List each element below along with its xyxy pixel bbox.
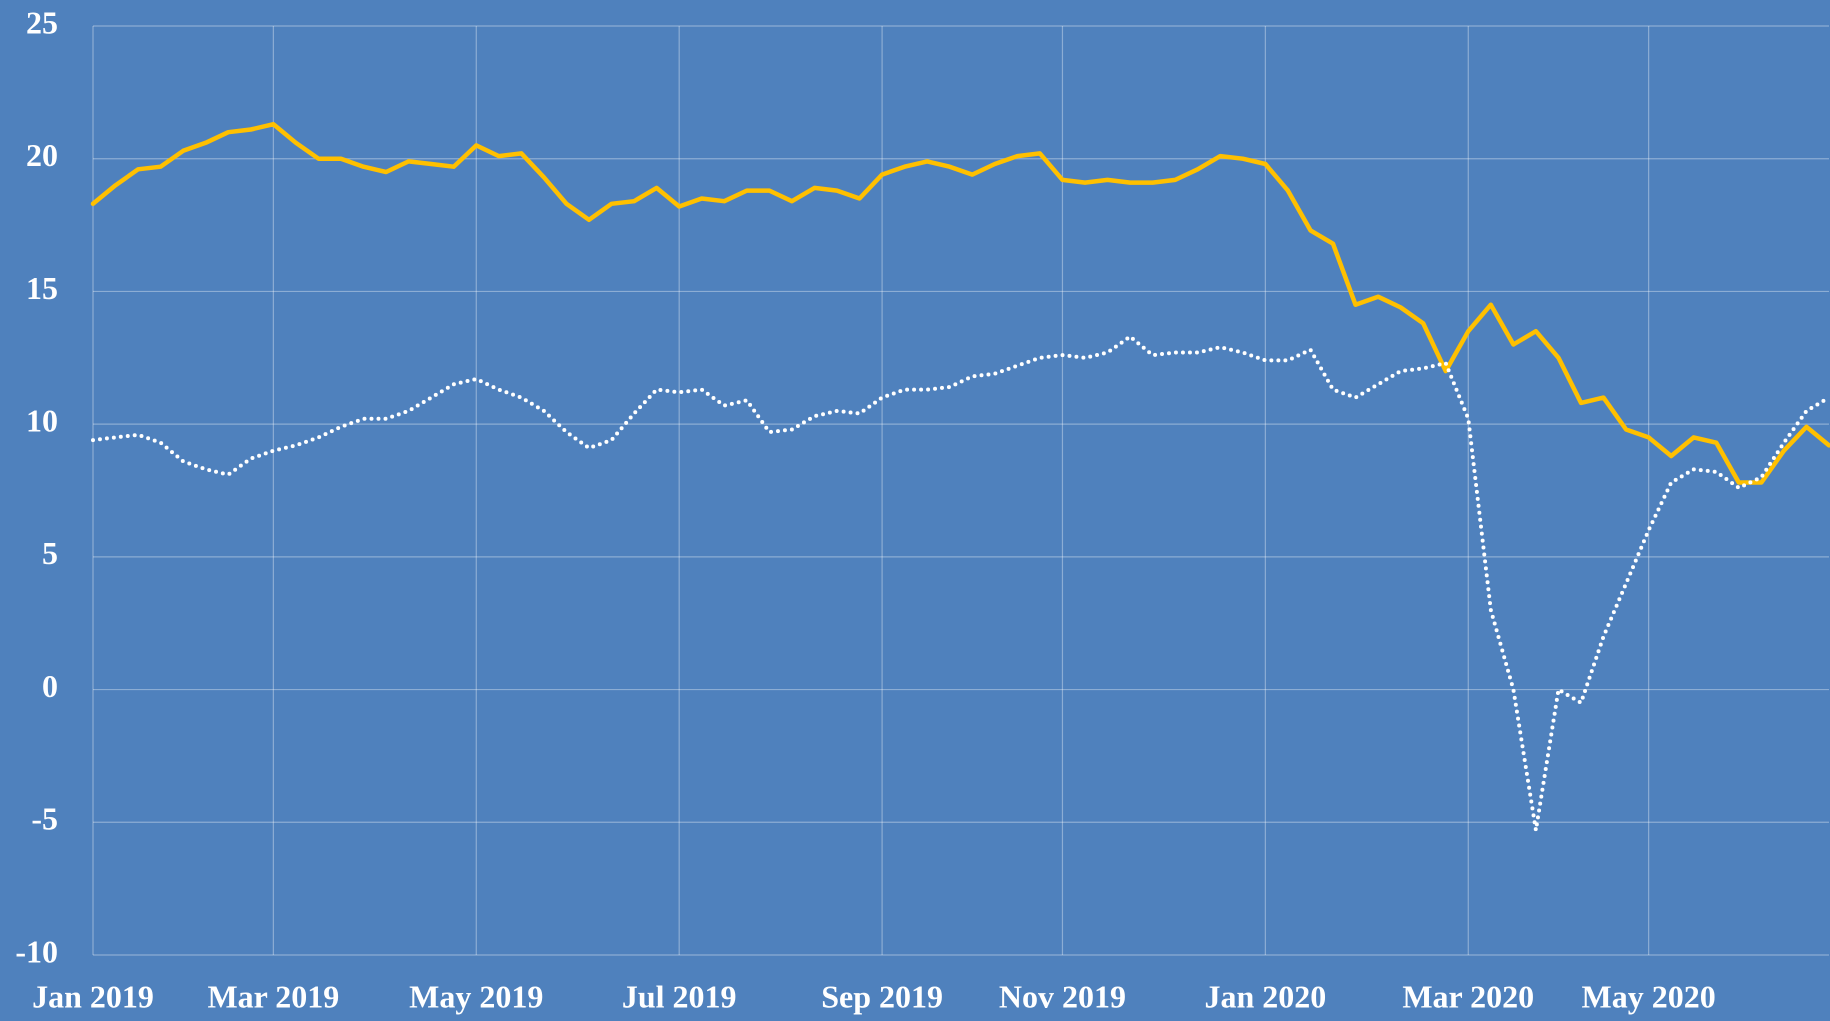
x-tick-label: Jan 2020 (1204, 978, 1326, 1014)
x-tick-label: May 2020 (1582, 978, 1716, 1014)
y-tick-label: 0 (42, 668, 58, 704)
x-tick-label: Mar 2020 (1402, 978, 1534, 1014)
y-tick-label: 10 (26, 402, 58, 438)
y-tick-label: 25 (26, 4, 58, 40)
y-tick-label: 5 (42, 535, 58, 571)
x-tick-label: Sep 2019 (821, 978, 943, 1014)
series-line (91, 334, 1830, 833)
y-tick-label: -10 (15, 933, 58, 969)
y-tick-label: 20 (26, 137, 58, 173)
x-tick-label: Jan 2019 (32, 978, 154, 1014)
x-tick-label: May 2019 (409, 978, 543, 1014)
x-tick-label: Jul 2019 (622, 978, 737, 1014)
x-tick-label: Mar 2019 (207, 978, 339, 1014)
y-tick-label: -5 (31, 801, 58, 837)
y-tick-label: 15 (26, 270, 58, 306)
x-tick-label: Nov 2019 (999, 978, 1126, 1014)
series-line (90, 121, 1830, 485)
